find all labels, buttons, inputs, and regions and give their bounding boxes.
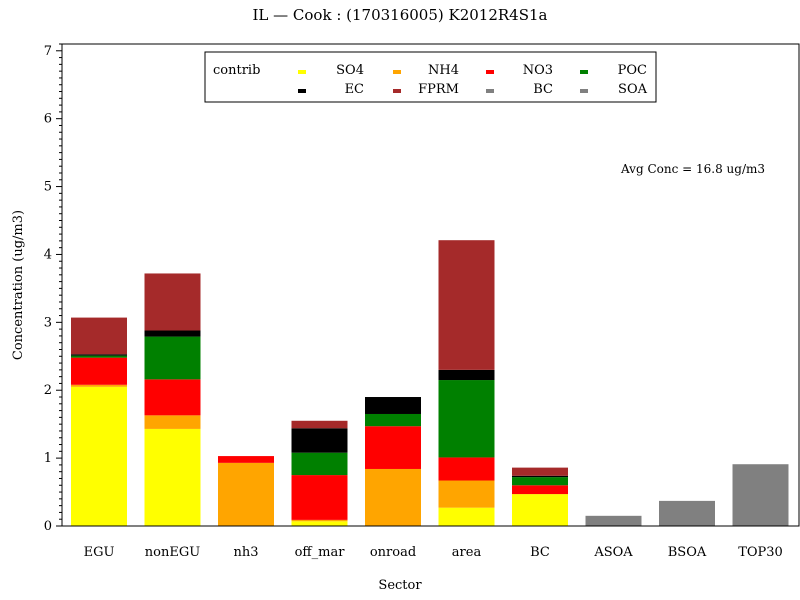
bar-segment-so4 [512,494,568,526]
bar-segment-nh4 [144,415,201,429]
bar-segment-nh4 [218,462,274,526]
legend-box [204,51,657,103]
bar-segment-so4 [71,386,127,526]
legend-label-poc: POC [618,63,647,78]
bar-segment-ec [291,428,348,453]
x-tick-label: EGU [84,545,115,560]
bar-segment-fprm [71,317,127,355]
legend-label-no3: NO3 [523,63,553,78]
x-tick-label: off_mar [295,545,346,560]
x-tick-label: area [452,545,482,560]
bar-segment-soa [585,515,642,526]
legend-label-ec: EC [345,82,364,97]
bar-segment-no3 [71,357,127,385]
bar-segment-so4 [438,507,495,526]
y-axis-title: Concentration (ug/m3) [11,210,26,360]
bar-segment-no3 [365,426,421,469]
bar-segment-poc [144,336,201,380]
legend-swatch-no3 [486,70,494,74]
bar-segment-no3 [438,457,495,481]
chart-title: IL — Cook : (170316005) K2012R4S1a [252,6,548,24]
bar-segment-ec [71,354,127,356]
bar-segment-ec [144,330,201,337]
bar-segment-no3 [512,485,568,495]
bar-segment-ec [365,397,421,414]
legend-swatch-ec [298,89,306,93]
y-tick-label: 7 [44,44,52,59]
legend-swatch-fprm [393,89,401,93]
bar-segment-fprm [291,420,348,429]
bar-segment-soa [659,500,715,526]
legend-label-nh4: NH4 [428,63,459,78]
bar-segment-nh4 [71,384,127,387]
avg-conc-annotation: Avg Conc = 16.8 ug/m3 [620,162,765,176]
y-tick-label: 4 [44,247,52,262]
y-tick-label: 3 [44,315,52,330]
bar-segment-ec [512,475,568,478]
bars-layer [71,240,789,526]
x-axis: EGU nonEGU nh3 off_mar onroad area BC ASOA BSOA T… [84,545,783,560]
legend-swatch-poc [580,70,588,74]
x-tick-label: ASOA [593,545,633,560]
bar-segment-no3 [218,456,274,463]
plot-frame [61,43,800,527]
bar-segment-poc [512,477,568,486]
legend-swatch-so4 [298,70,306,74]
legend-swatch-nh4 [393,70,401,74]
legend: contrib SO4 NH4 NO3 POC EC FPRM BC SOA [204,51,657,103]
bar-segment-soa [732,464,789,526]
bar-segment-fprm [438,240,495,370]
x-tick-label: BC [530,545,550,560]
y-tick-label: 6 [44,112,52,127]
y-tick-label: 5 [44,180,52,195]
bar-segment-fprm [512,467,568,476]
bar-segment-nh4 [438,480,495,508]
x-tick-label: onroad [370,545,416,560]
x-tick-label: TOP30 [738,545,783,560]
x-tick-label: nh3 [233,545,258,560]
x-axis-title: Sector [378,578,422,593]
bar-segment-so4 [291,521,348,526]
legend-label-so4: SO4 [336,63,364,78]
bar-segment-nh4 [365,468,421,526]
bar-segment-poc [291,452,348,476]
bar-segment-so4 [144,428,201,526]
bar-segment-no3 [144,379,201,416]
legend-swatch-bc [486,89,494,93]
legend-label-soa: SOA [618,82,648,97]
bar-segment-poc [438,380,495,458]
y-tick-label: 0 [44,519,52,534]
legend-title: contrib [213,63,260,78]
legend-label-bc: BC [533,82,553,97]
bar-segment-poc [71,355,127,358]
y-tick-label: 1 [44,451,52,466]
bar-segment-ec [438,369,495,381]
y-tick-label: 2 [44,383,52,398]
bar-segment-fprm [144,273,201,331]
bar-segment-no3 [291,475,348,520]
legend-label-fprm: FPRM [418,82,459,97]
x-tick-label: nonEGU [145,545,200,560]
bar-segment-poc [365,413,421,427]
legend-swatch-soa [580,89,588,93]
x-tick-label: BSOA [668,545,707,560]
y-axis: 0 1 2 3 4 5 6 7 [44,43,62,534]
bar-segment-nh4 [291,519,348,522]
